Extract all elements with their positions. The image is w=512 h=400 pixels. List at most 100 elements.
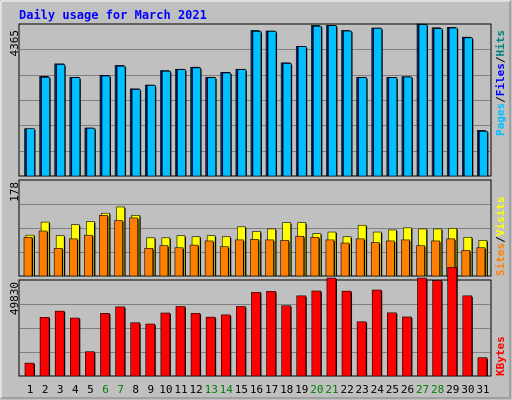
- kbytes-bar: [251, 291, 261, 377]
- sites-bar: [189, 244, 199, 277]
- sites-bar: [144, 247, 154, 277]
- sites-bar: [235, 239, 244, 277]
- sites-bar: [265, 239, 274, 277]
- sites-bar: [84, 234, 93, 277]
- pages-bar: [479, 131, 488, 177]
- kbytes-bar: [356, 321, 367, 377]
- legend-sites: Sites: [494, 243, 507, 276]
- x-tick-label: 8: [132, 383, 139, 396]
- x-tick-label: 11: [174, 383, 187, 396]
- sites-axis-legend: Sites/Visits: [494, 197, 507, 277]
- sites-bar: [219, 246, 229, 277]
- kbytes-bar: [145, 323, 156, 377]
- x-tick-label: 20: [310, 383, 323, 396]
- sites-bar: [310, 236, 320, 277]
- kbytes-bar: [296, 295, 307, 377]
- x-tick-label: 23: [356, 383, 369, 396]
- sites-bar: [295, 235, 305, 277]
- sites-bar: [53, 247, 63, 277]
- x-tick-label: 26: [401, 383, 414, 396]
- sites-bar: [416, 245, 425, 277]
- kbytes-bar: [432, 280, 442, 377]
- sites-bar: [68, 238, 78, 277]
- x-axis-labels: 1 2 3 4 5 6 7 8 9 10 11 12 13 14 15 16 17 18 19 20 21 22 23 24 2…: [27, 383, 490, 396]
- x-tick-label: 19: [295, 383, 308, 396]
- pages-bar: [313, 26, 322, 177]
- x-tick-label: 2: [42, 383, 49, 396]
- chart-title: Daily usage for March 2021: [19, 8, 207, 22]
- legend-visits: Visits: [494, 197, 507, 237]
- legend-separator: /: [494, 96, 507, 103]
- sites-bar: [401, 239, 410, 277]
- kbytes-bar: [477, 357, 488, 377]
- sites-bar: [114, 220, 123, 277]
- kbytes-axis-legend: KBytes: [494, 336, 507, 376]
- kbytes-bar: [281, 305, 291, 377]
- x-tick-label: 12: [189, 383, 202, 396]
- x-tick-label: 5: [87, 383, 94, 396]
- pages-bar: [433, 28, 443, 177]
- pages-bar: [177, 69, 186, 177]
- kbytes-bar: [130, 322, 140, 377]
- x-tick-label: 14: [220, 383, 234, 396]
- x-tick-label: 22: [340, 383, 353, 396]
- pages-bar: [297, 46, 307, 177]
- kbytes-bar: [160, 312, 171, 377]
- sites-bar: [386, 240, 395, 277]
- pages-bar: [252, 31, 262, 177]
- sites-bar: [431, 240, 440, 277]
- pages-bar: [282, 63, 292, 177]
- kbytes-bar: [100, 313, 110, 377]
- pages-bar: [41, 77, 50, 177]
- pages-bar: [448, 27, 458, 177]
- pages-bar: [418, 24, 428, 177]
- kbytes-bar: [115, 306, 125, 377]
- pages-bar: [116, 65, 126, 177]
- sites-bar: [250, 239, 259, 277]
- pages-bar: [267, 31, 277, 177]
- pages-bar: [388, 77, 398, 177]
- pages-bar: [343, 30, 352, 177]
- kbytes-bar: [175, 306, 186, 377]
- pages-bar: [131, 89, 141, 177]
- sites-bar: [129, 217, 138, 277]
- pages-bar: [56, 64, 65, 177]
- sites-bar: [174, 247, 184, 277]
- kbytes-bar: [341, 290, 352, 377]
- x-tick-label: 4: [72, 383, 79, 396]
- x-tick-label: 30: [461, 383, 474, 396]
- legend-separator: /: [494, 236, 507, 243]
- pages-bar: [464, 37, 473, 177]
- sites-bar: [355, 238, 365, 277]
- x-tick-label: 15: [235, 383, 248, 396]
- kbytes-bar: [54, 310, 65, 377]
- kbytes-bar: [311, 290, 322, 377]
- x-tick-label: 16: [250, 383, 263, 396]
- legend-files: Files: [494, 63, 507, 96]
- kbytes-y-max-label: 49830: [8, 282, 21, 315]
- sites-bar: [99, 215, 108, 277]
- kbytes-bar: [236, 306, 246, 377]
- kbytes-bar: [220, 314, 231, 377]
- pages-bar: [101, 75, 111, 177]
- pages-bar: [162, 70, 171, 177]
- pages-bar: [71, 77, 81, 177]
- x-tick-label: 13: [205, 383, 218, 396]
- legend-hits: Hits: [494, 30, 507, 57]
- x-tick-label: 10: [159, 383, 172, 396]
- pages-bar: [328, 25, 337, 177]
- pages-bar: [237, 69, 247, 177]
- pages-bar: [373, 28, 383, 177]
- kbytes-bar: [447, 267, 458, 377]
- sites-bar: [280, 240, 289, 277]
- kbytes-bar: [39, 317, 50, 377]
- pages-bar: [403, 76, 413, 177]
- kbytes-bar: [387, 312, 397, 377]
- sites-bar: [476, 247, 486, 277]
- x-tick-label: 21: [325, 383, 338, 396]
- pages-bar: [146, 85, 156, 177]
- x-tick-label: 28: [431, 383, 444, 396]
- x-tick-label: 29: [446, 383, 459, 396]
- sites-bar: [461, 250, 471, 277]
- kbytes-bar: [190, 313, 201, 377]
